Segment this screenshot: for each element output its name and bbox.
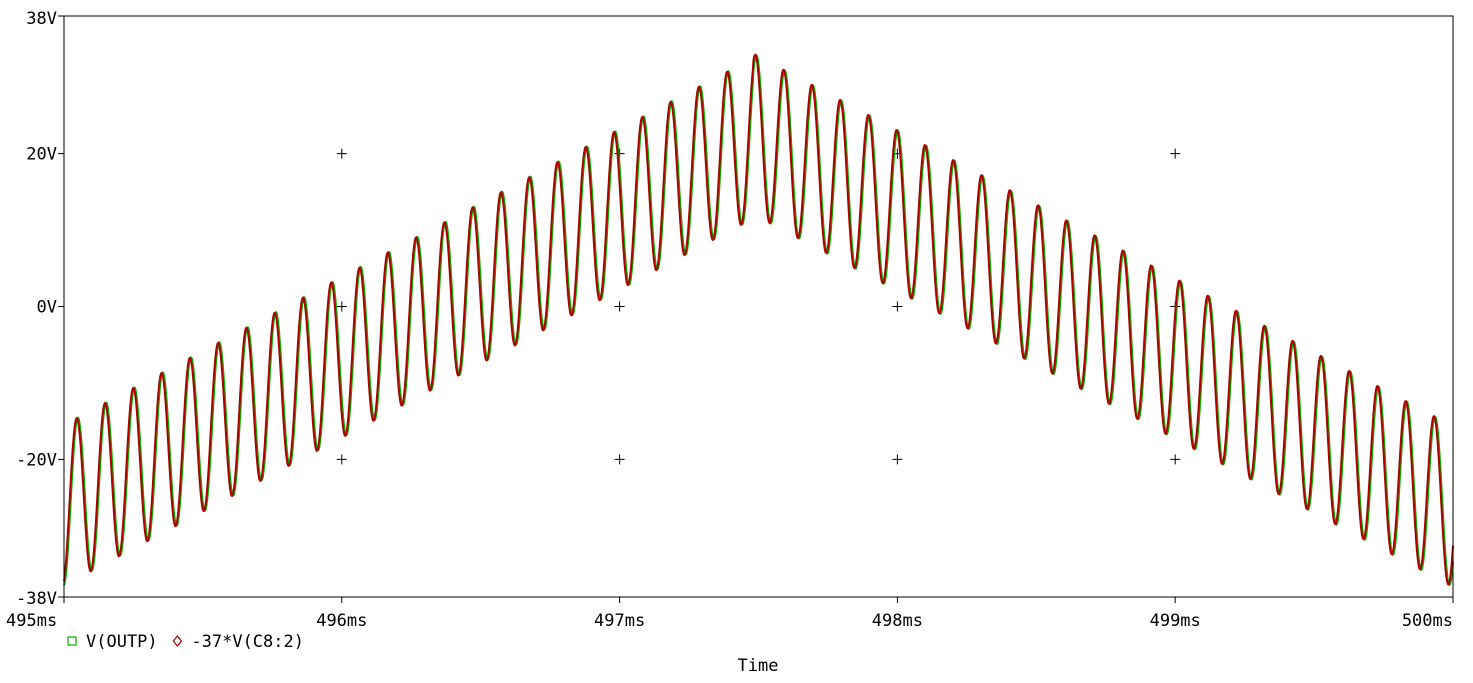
grid-cross-marker xyxy=(336,454,347,465)
legend-label: -37*V(C8:2) xyxy=(191,632,304,652)
x-tick-label: 496ms xyxy=(316,611,367,631)
x-tick-label: 498ms xyxy=(872,611,923,631)
x-tick-label: 497ms xyxy=(594,611,645,631)
legend: V(OUTP) -37*V(C8:2) xyxy=(67,632,304,652)
legend-label: V(OUTP) xyxy=(86,632,158,652)
x-axis-title: Time xyxy=(738,656,779,676)
grid-cross-marker xyxy=(1170,148,1181,159)
grid-cross-marker xyxy=(336,148,347,159)
grid-cross-marker xyxy=(892,301,903,312)
x-tick-label: 500ms xyxy=(1402,611,1453,631)
series-layer xyxy=(63,53,1454,587)
x-tick-label: 499ms xyxy=(1150,611,1201,631)
grid-markers xyxy=(336,148,1181,465)
y-tick-label: 20V xyxy=(26,145,57,165)
grid-cross-marker xyxy=(1170,454,1181,465)
grid-cross-marker xyxy=(892,454,903,465)
legend-marker-square-icon xyxy=(67,636,77,646)
plot-frame xyxy=(63,15,1454,598)
grid-cross-marker xyxy=(336,301,347,312)
grid-cross-marker xyxy=(614,301,625,312)
grid-cross-marker xyxy=(614,454,625,465)
y-tick-label: 0V xyxy=(37,298,57,318)
y-tick-label: 38V xyxy=(26,9,57,29)
legend-marker-diamond-icon xyxy=(172,635,183,647)
x-tick-label: 495ms xyxy=(6,611,57,631)
series-v-outp-line xyxy=(63,54,1454,587)
y-tick-label: -20V xyxy=(16,450,57,470)
y-tick-label: -38V xyxy=(16,589,57,609)
series-c8-line xyxy=(63,53,1454,586)
